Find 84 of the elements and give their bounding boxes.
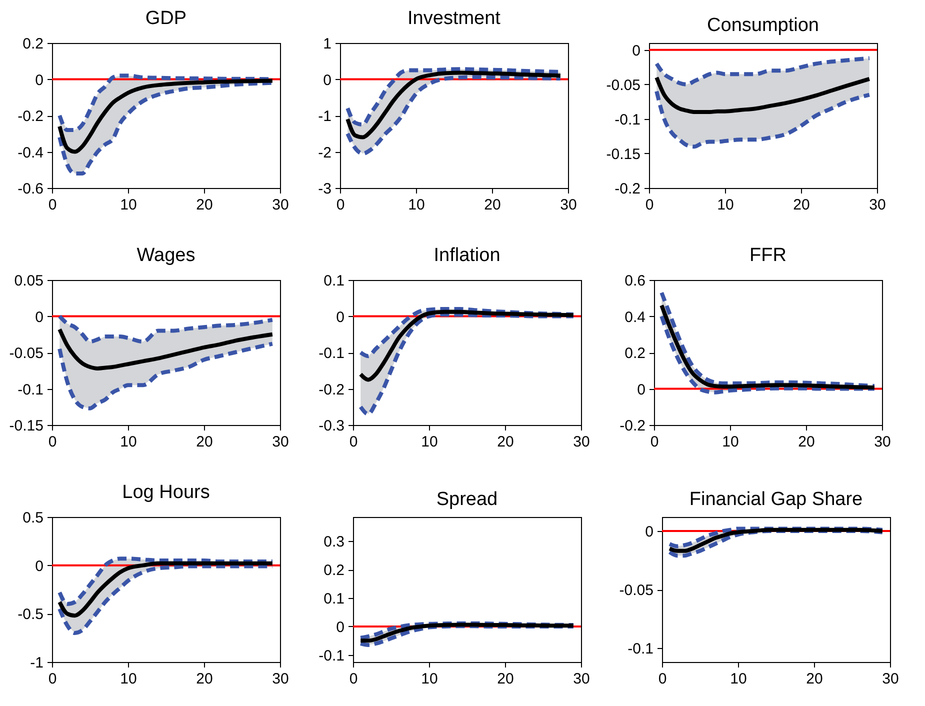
x-tick-label: 20	[484, 196, 501, 214]
y-tick-label: 0.05	[14, 272, 44, 290]
x-tick-label: 20	[497, 434, 514, 450]
y-tick-label: 0.2	[22, 36, 44, 52]
x-tick-label: 20	[806, 670, 823, 688]
x-tick-label: 10	[421, 670, 438, 688]
x-tick-label: 30	[882, 670, 899, 688]
x-tick-label: 10	[722, 434, 739, 450]
x-tick-label: 20	[196, 670, 213, 688]
y-tick-label: -0.15	[9, 418, 44, 434]
y-tick-label: 0	[637, 381, 646, 398]
y-tick-label: -0.05	[606, 76, 640, 94]
x-tick-label: 10	[120, 670, 137, 688]
chart-title: Financial Gap Share	[689, 489, 863, 510]
y-tick-label: -0.1	[18, 381, 44, 398]
y-tick-label: -1	[30, 654, 44, 672]
x-tick-label: 30	[869, 196, 886, 214]
x-tick-label: 0	[48, 670, 57, 688]
x-tick-label: 20	[793, 196, 810, 214]
y-tick-label: 0.1	[324, 590, 344, 608]
y-tick-label: 0.3	[324, 534, 344, 551]
x-tick-label: 10	[421, 434, 438, 450]
x-tick-label: 20	[196, 196, 213, 214]
x-tick-label: 0	[349, 670, 358, 688]
y-tick-label: -0.2	[318, 381, 344, 398]
chart-title: GDP	[145, 8, 187, 29]
x-tick-label: 0	[658, 670, 667, 688]
x-tick-label: 30	[573, 670, 590, 688]
x-tick-label: 10	[717, 196, 734, 214]
x-tick-label: 0	[349, 434, 358, 450]
x-tick-label: 20	[798, 434, 815, 450]
y-tick-label: 0.4	[624, 308, 646, 326]
chart-title: Wages	[136, 245, 196, 266]
y-tick-label: -0.2	[18, 108, 44, 125]
x-tick-label: 10	[120, 196, 137, 214]
chart-title: Log Hours	[122, 482, 210, 503]
y-tick-label: 0	[35, 72, 44, 89]
x-tick-label: 20	[497, 670, 514, 688]
y-tick-label: 0.2	[624, 345, 646, 362]
chart-title: Investment	[408, 8, 502, 29]
x-tick-label: 30	[560, 196, 577, 214]
y-tick-label: -0.2	[620, 418, 646, 434]
y-tick-label: 0	[35, 558, 44, 575]
y-tick-label: 0	[323, 72, 332, 89]
y-tick-label: -0.1	[318, 345, 344, 362]
x-tick-label: 30	[874, 434, 891, 450]
y-tick-label: -0.1	[318, 647, 344, 664]
y-tick-label: 0	[35, 308, 44, 326]
x-tick-label: 20	[196, 434, 213, 450]
y-tick-label: 0	[645, 524, 654, 541]
y-tick-label: -3	[318, 180, 332, 198]
y-tick-label: -0.5	[18, 606, 44, 624]
y-tick-label: 0	[336, 618, 344, 636]
y-tick-label: -0.3	[318, 418, 344, 434]
x-tick-label: 30	[272, 670, 289, 688]
x-tick-label: 10	[408, 196, 425, 214]
y-tick-label: 0	[632, 42, 640, 60]
y-tick-label: 0.2	[324, 562, 344, 580]
y-tick-label: -0.05	[9, 345, 44, 362]
y-tick-label: -0.2	[614, 180, 640, 198]
chart-title: Consumption	[707, 14, 819, 36]
y-tick-label: -0.1	[628, 640, 654, 658]
chart-title: Inflation	[434, 245, 500, 266]
y-tick-label: 0.5	[22, 510, 44, 526]
x-tick-label: 0	[48, 196, 57, 214]
y-tick-label: -0.6	[18, 180, 44, 198]
y-tick-label: 0.6	[624, 272, 646, 290]
y-tick-label: 0	[336, 308, 344, 326]
x-tick-label: 30	[573, 434, 590, 450]
y-tick-label: -0.1	[614, 111, 640, 128]
y-tick-label: -0.4	[18, 144, 44, 162]
x-tick-label: 30	[272, 434, 289, 450]
x-tick-label: 0	[48, 434, 57, 450]
y-tick-label: 0.1	[324, 272, 344, 290]
x-tick-label: 30	[272, 196, 289, 214]
y-tick-label: -2	[318, 144, 332, 162]
y-tick-label: -0.15	[606, 146, 640, 163]
y-tick-label: 1	[323, 36, 332, 52]
x-tick-label: 10	[120, 434, 137, 450]
chart-title: Spread	[436, 489, 498, 510]
x-tick-label: 10	[730, 670, 747, 688]
chart-title: FFR	[750, 245, 786, 266]
y-tick-label: -0.05	[619, 582, 654, 599]
y-tick-label: -1	[318, 108, 332, 125]
